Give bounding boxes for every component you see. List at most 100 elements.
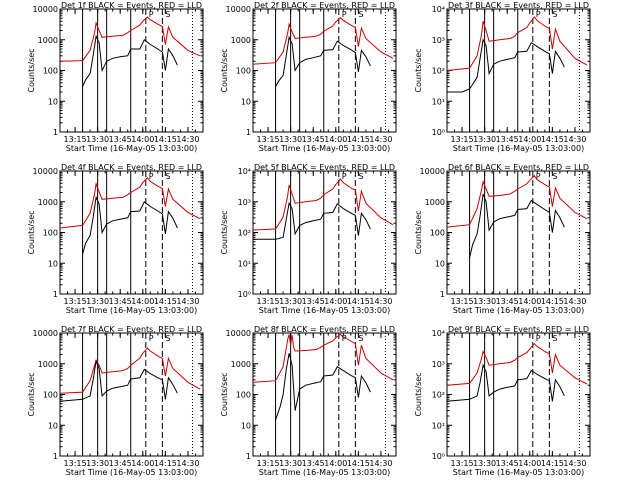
- x-axis-label: Start Time (16-May-05 13:03:00): [259, 468, 390, 477]
- plot-frame: [252, 332, 397, 457]
- x-tick-label: 14:30: [176, 297, 199, 306]
- y-tick-label: 10⁴: [432, 329, 445, 338]
- panel-det-8: 1 10 100 1000 10000 13:15 13:30 13:45 14:00 14:15…: [220, 325, 397, 477]
- panel-det-2: 1 10 100 1000 10000 13:15 13:30 13:45 14:00 14:15…: [220, 1, 397, 153]
- y-axis-label: Counts/sec: [27, 372, 36, 416]
- flag-label: S: [358, 10, 363, 19]
- y-tick-label: 1: [246, 128, 251, 137]
- panel-title: Det 4f BLACK = Events, RED = LLD: [61, 163, 202, 172]
- plot-frame: [59, 332, 204, 457]
- x-tick-label: 14:15: [154, 459, 177, 468]
- x-tick-label: 14:00: [518, 459, 541, 468]
- flag-label: S: [165, 334, 170, 343]
- flag-label: P: [536, 172, 541, 181]
- x-tick-label: 14:15: [154, 297, 177, 306]
- lld-series-line: [252, 17, 394, 65]
- x-tick-label: 14:30: [563, 459, 586, 468]
- panel-det-5: 10⁰ 10¹ 10² 10³ 10⁴ 13:15 13:30 13:45 14:00 14:15…: [220, 163, 397, 315]
- plot-frame: [446, 170, 591, 295]
- x-tick-label: 13:15: [64, 297, 87, 306]
- y-tick-label: 1000: [38, 360, 58, 369]
- x-tick-label: 13:15: [257, 135, 280, 144]
- x-tick-label: 13:30: [279, 135, 302, 144]
- y-tick-label: 10: [241, 97, 251, 106]
- y-tick-label: 10³: [238, 198, 251, 207]
- x-axis-label: Start Time (16-May-05 13:03:00): [66, 306, 197, 315]
- y-tick-label: 10³: [432, 36, 445, 45]
- lld-series-line: [446, 16, 588, 71]
- y-tick-label: 100: [43, 67, 58, 76]
- y-tick-label: 10000: [226, 329, 251, 338]
- flag-label: S: [358, 172, 363, 181]
- x-tick-label: 14:30: [369, 135, 392, 144]
- y-tick-label: 10⁰: [432, 128, 445, 137]
- y-axis-label: Counts/sec: [414, 48, 423, 92]
- x-tick-label: 13:45: [302, 135, 325, 144]
- events-series-line: [59, 359, 178, 402]
- x-tick-label: 14:00: [518, 297, 541, 306]
- events-series-line: [253, 201, 371, 240]
- events-series-line: [82, 34, 178, 87]
- x-axis-label: Start Time (16-May-05 13:03:00): [453, 468, 584, 477]
- x-tick-label: 14:15: [347, 135, 370, 144]
- flag-label: P: [536, 10, 541, 19]
- lld-series-line: [59, 16, 201, 62]
- x-tick-label: 13:30: [473, 297, 496, 306]
- panel-title: Det 2f BLACK = Events, RED = LLD: [254, 1, 395, 10]
- x-axis-label: Start Time (16-May-05 13:03:00): [259, 144, 390, 153]
- x-tick-label: 13:45: [302, 459, 325, 468]
- x-tick-label: 14:30: [176, 135, 199, 144]
- panel-title: Det 5f BLACK = Events, RED = LLD: [254, 163, 395, 172]
- y-tick-label: 1: [53, 128, 58, 137]
- x-axis-label: Start Time (16-May-05 13:03:00): [66, 468, 197, 477]
- events-series-line: [275, 353, 371, 420]
- y-tick-label: 100: [43, 391, 58, 400]
- x-tick-label: 13:30: [86, 297, 109, 306]
- x-tick-label: 13:45: [496, 459, 519, 468]
- y-tick-label: 10⁰: [432, 452, 445, 461]
- x-axis-label: Start Time (16-May-05 13:03:00): [453, 144, 584, 153]
- lld-series-line: [252, 333, 394, 383]
- x-tick-label: 13:30: [279, 459, 302, 468]
- y-tick-label: 10000: [33, 329, 58, 338]
- flag-label: S: [552, 10, 557, 19]
- y-tick-label: 10²: [432, 391, 445, 400]
- y-tick-label: 10⁴: [238, 167, 251, 176]
- events-series-line: [446, 363, 565, 402]
- panel-title: Det 1f BLACK = Events, RED = LLD: [61, 1, 202, 10]
- y-tick-label: 100: [430, 229, 445, 238]
- y-axis-label: Counts/sec: [220, 210, 229, 254]
- y-tick-label: 10³: [432, 360, 445, 369]
- flag-label: S: [552, 334, 557, 343]
- y-tick-label: 1: [53, 290, 58, 299]
- flag-label: S: [165, 10, 170, 19]
- x-tick-label: 14:30: [176, 459, 199, 468]
- y-tick-label: 1000: [231, 36, 251, 45]
- y-tick-label: 1: [246, 452, 251, 461]
- plot-frame: [446, 8, 591, 133]
- y-tick-label: 1000: [38, 36, 58, 45]
- lld-series-line: [59, 177, 201, 229]
- x-tick-label: 13:15: [451, 297, 474, 306]
- y-tick-label: 1000: [38, 198, 58, 207]
- x-tick-label: 14:00: [131, 135, 154, 144]
- panel-det-6: 1 10 100 1000 10000 13:15 13:30 13:45 14:00 14:15…: [414, 163, 591, 315]
- y-tick-label: 100: [43, 229, 58, 238]
- panel-title: Det 8f BLACK = Events, RED = LLD: [254, 325, 395, 334]
- y-tick-label: 100: [236, 391, 251, 400]
- lld-series-line: [446, 175, 588, 228]
- y-tick-label: 10: [435, 259, 445, 268]
- x-tick-label: 13:15: [64, 135, 87, 144]
- y-tick-label: 10000: [226, 5, 251, 14]
- panel-det-1: 1 10 100 1000 10000 13:15 13:30 13:45 14:00 14:15…: [27, 1, 204, 153]
- y-tick-label: 1000: [231, 360, 251, 369]
- flag-label: P: [149, 334, 154, 343]
- flag-label: P: [536, 334, 541, 343]
- x-tick-label: 13:15: [257, 459, 280, 468]
- flag-label: P: [342, 10, 347, 19]
- y-tick-label: 10: [48, 97, 58, 106]
- x-tick-label: 14:30: [563, 135, 586, 144]
- events-series-line: [469, 193, 565, 258]
- x-tick-label: 13:30: [473, 135, 496, 144]
